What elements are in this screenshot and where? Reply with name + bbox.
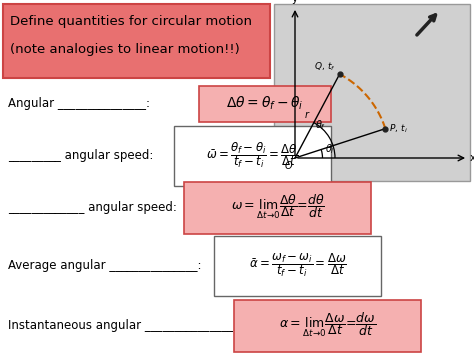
Text: $\theta_i$: $\theta_i$ [325, 142, 335, 156]
Text: $P,\,t_i$: $P,\,t_i$ [389, 122, 408, 135]
Text: O: O [284, 161, 292, 171]
FancyBboxPatch shape [274, 4, 470, 181]
Text: $\omega = \lim_{\Delta t \to 0}\dfrac{\Delta\theta}{\Delta t} = \dfrac{d\theta}{: $\omega = \lim_{\Delta t \to 0}\dfrac{\D… [230, 193, 325, 221]
FancyBboxPatch shape [214, 236, 381, 296]
FancyBboxPatch shape [184, 182, 371, 234]
Text: Angular _______________:: Angular _______________: [8, 97, 150, 109]
Text: Define quantities for circular motion: Define quantities for circular motion [10, 16, 252, 28]
FancyBboxPatch shape [234, 300, 421, 352]
Text: $\Delta\theta = \theta_f - \theta_i$: $\Delta\theta = \theta_f - \theta_i$ [226, 94, 304, 112]
FancyBboxPatch shape [199, 86, 331, 122]
FancyBboxPatch shape [174, 126, 331, 186]
Text: Instantaneous angular _______________:: Instantaneous angular _______________: [8, 318, 237, 332]
Text: Average angular _______________:: Average angular _______________: [8, 258, 201, 272]
Text: $Q,\,t_f$: $Q,\,t_f$ [314, 60, 336, 73]
Text: $\bar{\alpha} = \dfrac{\omega_f - \omega_i}{t_f - t_i} = \dfrac{\Delta\omega}{\D: $\bar{\alpha} = \dfrac{\omega_f - \omega… [248, 251, 346, 279]
Text: r: r [305, 110, 309, 120]
Text: _____________ angular speed:: _____________ angular speed: [8, 201, 177, 213]
Text: x: x [470, 153, 474, 163]
Text: $\alpha = \lim_{\Delta t \to 0}\dfrac{\Delta\omega}{\Delta t} = \dfrac{d\omega}{: $\alpha = \lim_{\Delta t \to 0}\dfrac{\D… [279, 311, 376, 339]
Text: $\theta_f$: $\theta_f$ [315, 118, 326, 132]
Text: _________ angular speed:: _________ angular speed: [8, 148, 154, 162]
Text: y: y [292, 0, 298, 4]
Text: $\bar{\omega} = \dfrac{\theta_f - \theta_i}{t_f - t_i} = \dfrac{\Delta\theta}{\D: $\bar{\omega} = \dfrac{\theta_f - \theta… [207, 140, 299, 170]
Text: (note analogies to linear motion!!): (note analogies to linear motion!!) [10, 43, 240, 55]
FancyBboxPatch shape [3, 4, 270, 78]
